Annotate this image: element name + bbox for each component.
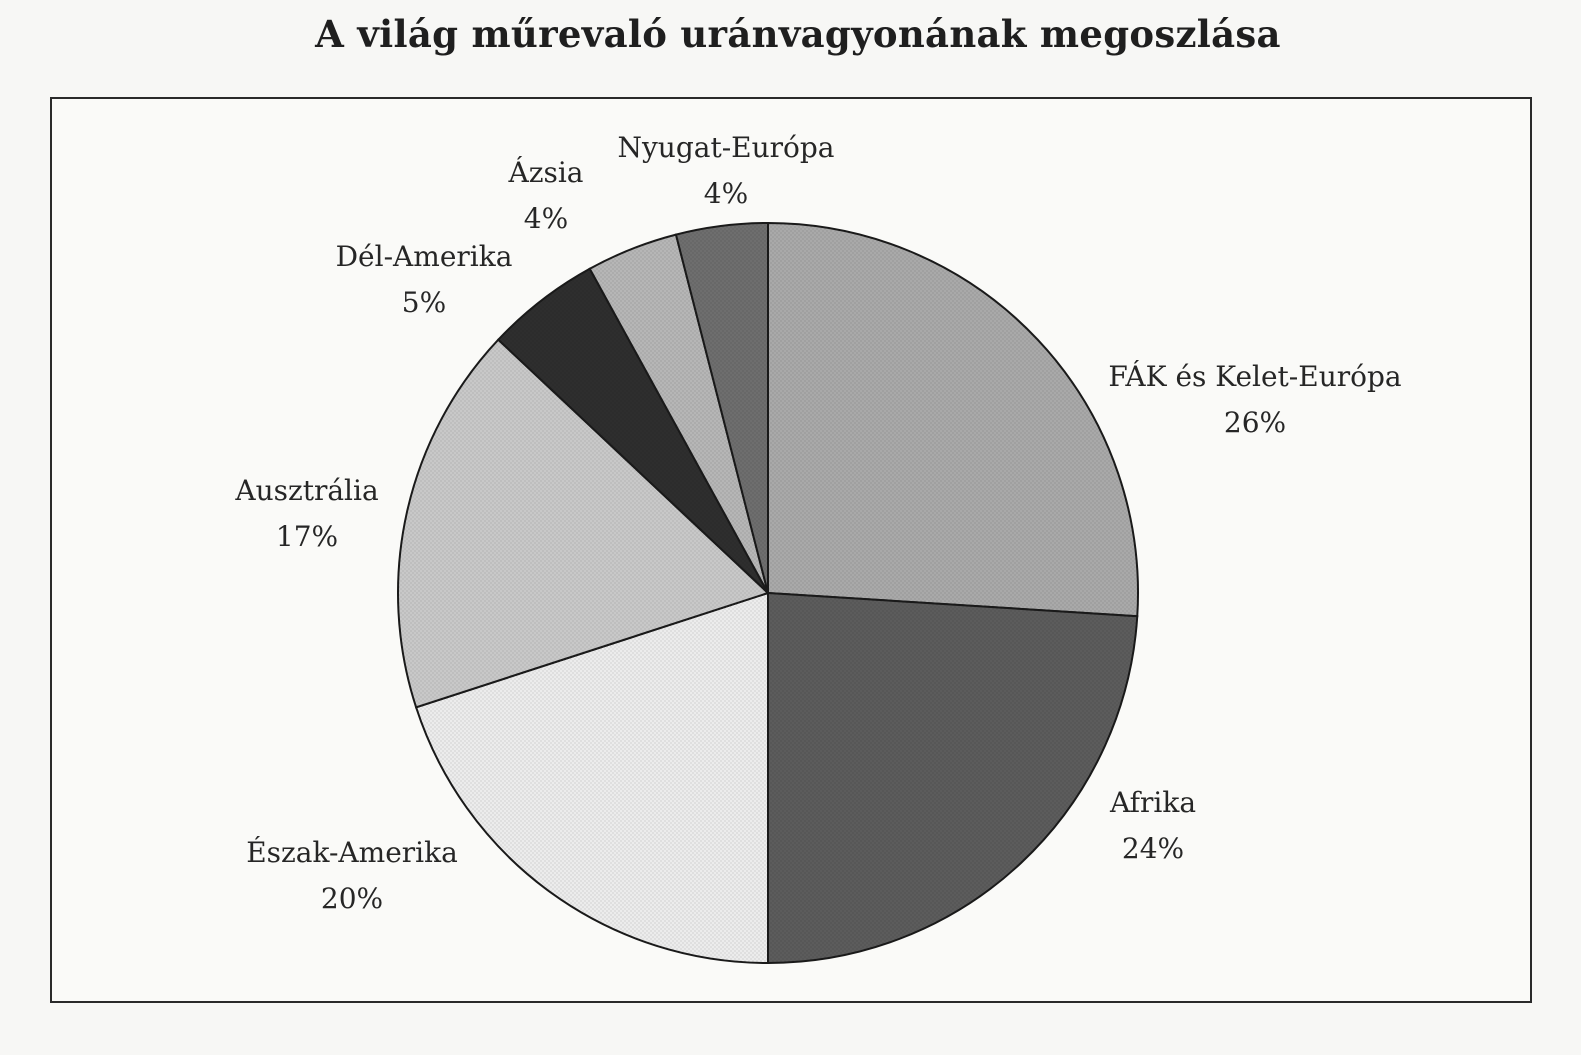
slice-label-fak-es-kelet-europa: FÁK és Kelet-Európa: [1108, 360, 1401, 393]
pie-slice-fak-es-kelet-europa: [767, 221, 1139, 618]
pie-labels: FÁK és Kelet-Európa 26% Afrika 24% Észak-Ame…: [234, 131, 1401, 915]
slice-label-azsia: Ázsia: [508, 156, 584, 189]
pie-slices: [397, 221, 1139, 965]
slice-label-del-amerika: Dél-Amerika: [336, 240, 513, 273]
slice-label-eszak-amerika: Észak-Amerika: [246, 836, 458, 869]
slice-label-afrika: Afrika: [1109, 786, 1196, 819]
slice-label-nyugat-europa: Nyugat-Európa: [617, 131, 834, 164]
slice-label-ausztralia: Ausztrália: [234, 474, 378, 507]
slice-value-eszak-amerika: 20%: [321, 882, 383, 915]
slice-value-azsia: 4%: [524, 202, 568, 235]
pie-slice-ausztralia: [397, 338, 770, 709]
pie-slice-afrika: [767, 591, 1139, 965]
slice-value-ausztralia: 17%: [276, 520, 338, 553]
slice-value-fak-es-kelet-europa: 26%: [1224, 406, 1286, 439]
pie-slice-eszak-amerika: [414, 591, 769, 965]
slice-value-del-amerika: 5%: [402, 286, 446, 319]
slice-value-afrika: 24%: [1122, 832, 1184, 865]
chart-title: A világ műrevaló uránvagyonának megoszlá…: [315, 12, 1281, 56]
pie-slice-nyugat-europa: [674, 221, 769, 594]
slice-value-nyugat-europa: 4%: [704, 177, 748, 210]
